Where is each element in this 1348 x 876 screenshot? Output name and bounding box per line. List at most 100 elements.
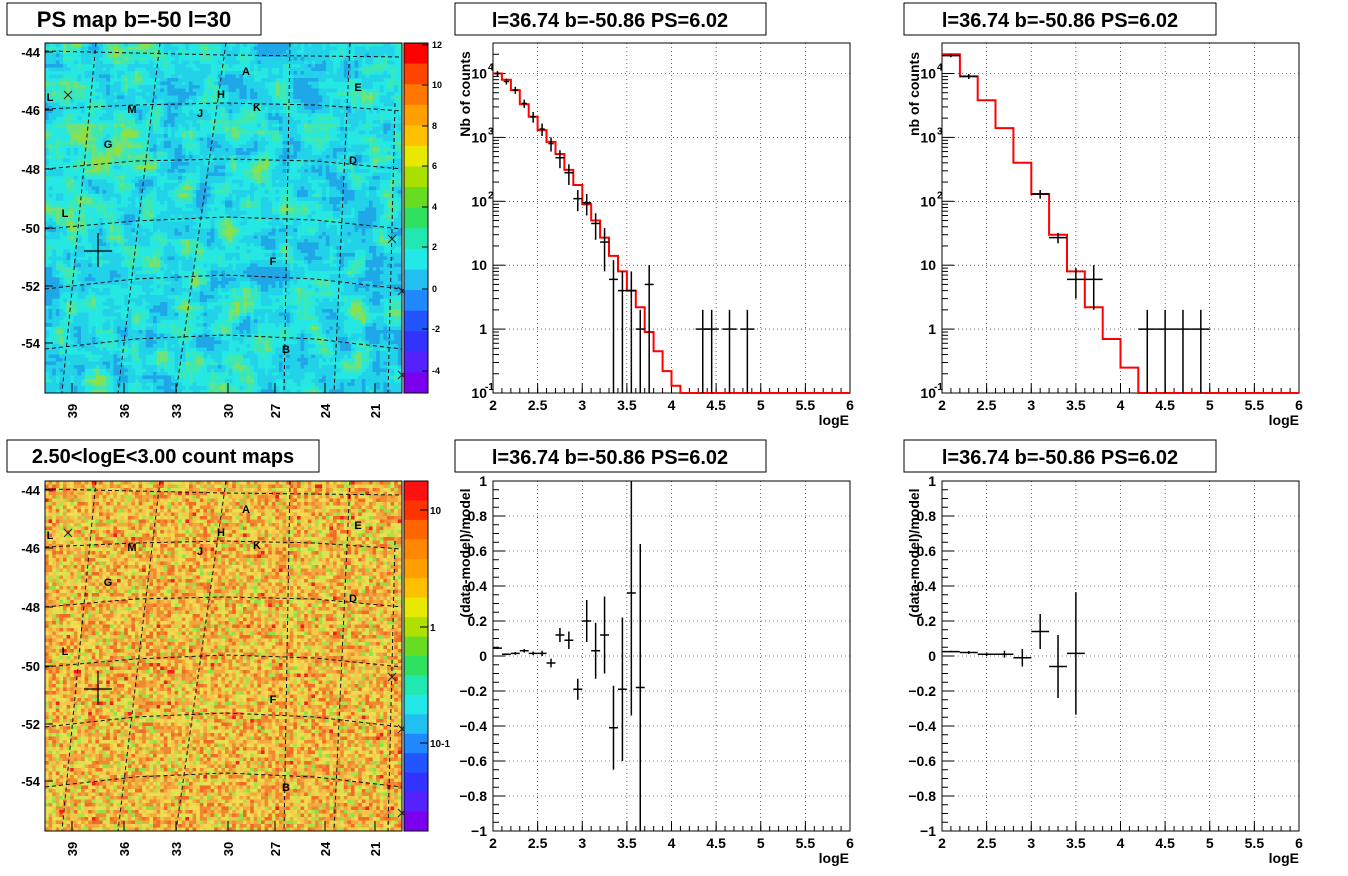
map1-cell <box>235 74 240 79</box>
map1-cell <box>109 50 114 54</box>
map1-cell <box>232 232 237 236</box>
map1-cell <box>185 158 190 163</box>
map1-cell <box>91 43 96 47</box>
map1-cell <box>246 116 251 121</box>
map1-cell <box>131 158 136 163</box>
map1-cell <box>318 88 323 93</box>
map1-cell <box>282 232 287 236</box>
map1-cell <box>207 148 211 152</box>
map1-cell <box>304 95 309 100</box>
map1-cell <box>361 186 366 191</box>
map1-cell <box>77 92 82 96</box>
map1-cell <box>329 242 334 247</box>
map1-cell <box>217 274 222 278</box>
map1-cell <box>325 249 330 254</box>
map1-cell <box>239 302 244 306</box>
map1-cell <box>264 302 269 306</box>
map1-cell <box>199 179 204 184</box>
map1-cell <box>199 214 204 219</box>
map1-cell <box>376 221 381 226</box>
map1-cell <box>293 120 298 124</box>
map1-cell <box>333 193 337 198</box>
map1-cell <box>221 85 226 89</box>
map1-cell <box>203 277 208 282</box>
map1-cell <box>379 274 384 278</box>
map1-cell <box>264 95 269 100</box>
map1-cell <box>127 88 132 93</box>
map1-cell <box>77 137 82 142</box>
map1-cell <box>318 123 323 128</box>
map1-cell <box>369 211 373 215</box>
map1-cell <box>95 277 100 282</box>
map1-cell <box>70 267 75 271</box>
map1-cell <box>70 130 75 135</box>
map1-cell <box>365 144 370 149</box>
map1-cell <box>325 64 330 68</box>
map1-cell <box>361 225 366 229</box>
map1-cell <box>124 99 129 103</box>
map1-cell <box>167 298 172 303</box>
map1-cell <box>120 179 125 184</box>
map1-cell <box>113 144 118 149</box>
map1-cell <box>145 46 150 51</box>
map1-cell <box>102 81 107 86</box>
map1-cell <box>279 183 283 187</box>
map1-cell <box>333 186 337 191</box>
map1-cell <box>59 113 64 117</box>
map1-cell <box>199 270 204 275</box>
map1-cell <box>264 179 269 184</box>
map1-cell <box>235 267 240 271</box>
map1-cell <box>113 85 118 89</box>
map1-cell <box>81 267 85 271</box>
map1-cell <box>185 95 190 100</box>
map1-cell <box>106 92 111 96</box>
map1-cell <box>228 148 233 152</box>
map1-cell <box>271 228 276 233</box>
map1-cell <box>73 239 78 243</box>
map1-cell <box>351 71 355 75</box>
map1-cell <box>329 302 334 306</box>
map1-cell <box>347 228 352 233</box>
map1-cell <box>340 67 345 72</box>
map1-cell <box>300 242 305 247</box>
map1-cell <box>261 291 265 296</box>
map1-cell <box>102 235 107 240</box>
map1-cell <box>55 60 60 65</box>
map1-cell <box>210 267 215 271</box>
map1-cell <box>163 186 168 191</box>
map1-cell <box>239 211 244 215</box>
map1-cell <box>394 134 399 138</box>
map1-cell <box>167 78 172 82</box>
map1-cell <box>383 102 388 107</box>
map1-cell <box>387 211 391 215</box>
map1-cell <box>271 113 276 117</box>
map1-cell <box>221 102 226 107</box>
map1-cell <box>358 242 363 247</box>
map1-cell <box>163 137 168 142</box>
map1-cell <box>297 95 301 100</box>
map1-cell <box>289 242 294 247</box>
map1-cell <box>109 253 114 257</box>
map1-cell <box>289 179 294 184</box>
map1-cell <box>199 186 204 191</box>
map1-cell <box>239 74 244 79</box>
map1-cell <box>84 193 89 198</box>
map1-cell <box>156 134 161 138</box>
map1-cell <box>297 312 301 317</box>
map1-cell <box>343 228 348 233</box>
map1-cell <box>55 221 60 226</box>
map1-cell <box>131 263 136 268</box>
map1-cell <box>376 57 381 61</box>
map1-cell <box>329 46 334 51</box>
map1-cell <box>300 246 305 250</box>
map1-cell <box>297 249 301 254</box>
map1-cell <box>322 204 327 208</box>
map1-cell <box>228 116 233 121</box>
map1-cell <box>315 172 319 177</box>
map1-cell <box>52 60 57 65</box>
map1-cell <box>297 256 301 261</box>
map1-cell <box>203 109 208 114</box>
map1-cell <box>232 130 237 135</box>
map1-cell <box>246 95 251 100</box>
map1-cell <box>160 309 165 313</box>
